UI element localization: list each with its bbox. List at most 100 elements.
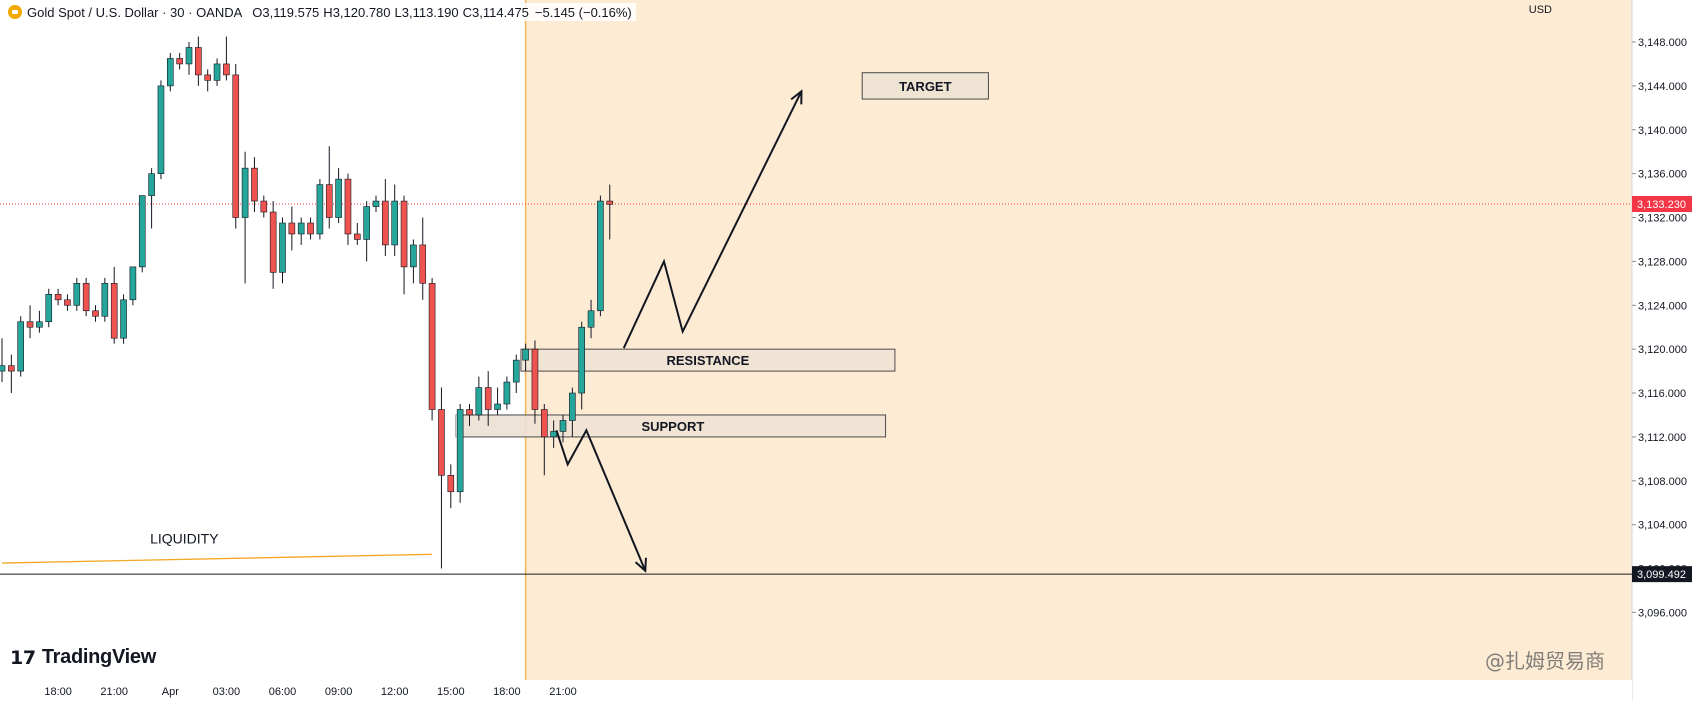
- candle-body: [148, 173, 155, 196]
- candle-body: [353, 233, 361, 240]
- candle-body: [167, 58, 174, 87]
- x-tick-label: 18:00: [44, 686, 72, 698]
- projection-up-arrow: [622, 90, 803, 349]
- y-tick-label: 3,124.000: [1638, 300, 1687, 312]
- candle-body: [129, 266, 137, 301]
- candle-body: [138, 195, 146, 268]
- candle-body: [503, 381, 511, 405]
- candle-body: [606, 200, 614, 205]
- candle-body: [64, 299, 71, 306]
- candle-body: [438, 409, 445, 476]
- open-value: 3,119.575: [262, 4, 320, 20]
- watermark-text: @扎姆贸易商: [1485, 649, 1605, 673]
- horizontal-level-tag: 3,099.492: [1637, 569, 1686, 581]
- candle-body: [92, 310, 99, 317]
- candle-body: [382, 200, 389, 246]
- candle-body: [307, 222, 314, 235]
- candle-body: [597, 200, 604, 312]
- session-highlight: [525, 0, 1632, 680]
- candle-body: [204, 74, 211, 81]
- candle-body: [120, 299, 127, 339]
- candle-body: [36, 321, 43, 328]
- candle-body: [195, 47, 202, 76]
- candle-body: [269, 211, 277, 273]
- candle-body: [494, 403, 501, 410]
- y-tick-label: 3,128.000: [1638, 256, 1687, 268]
- price-axis-bg: [1632, 0, 1692, 700]
- candle-body: [456, 409, 464, 493]
- candle-body: [45, 294, 53, 323]
- candle-body: [8, 365, 15, 372]
- x-tick-label: 12:00: [381, 686, 409, 698]
- y-tick-label: 3,140.000: [1638, 125, 1687, 137]
- candle-body: [73, 283, 81, 306]
- y-tick-label: 3,120.000: [1638, 344, 1687, 356]
- candle-body: [512, 359, 520, 383]
- candle-body: [419, 244, 427, 284]
- change-value: −5.145 (−0.16%): [534, 4, 632, 20]
- y-tick-label: 3,132.000: [1638, 213, 1687, 225]
- candle-body: [241, 167, 249, 218]
- y-tick-label: 3,112.000: [1638, 432, 1686, 444]
- candle-body: [325, 184, 333, 218]
- candle-body: [550, 431, 557, 438]
- y-tick-label: 3,136.000: [1638, 169, 1687, 181]
- y-tick-label: 3,148.000: [1638, 37, 1687, 49]
- candle-body: [279, 222, 286, 273]
- candle-body: [522, 348, 529, 361]
- symbol-header: Gold Spot / U.S. Dollar · 30 · OANDA O 3,…: [8, 3, 636, 21]
- projection-up-arrow-arrowhead: [790, 89, 803, 105]
- low-value: 3,113.190: [401, 4, 459, 20]
- gold-coin-icon: [8, 5, 22, 19]
- tradingview-logo[interactable]: 17 TradingView: [10, 646, 156, 669]
- zone-label: SUPPORT: [641, 419, 704, 434]
- target-label: TARGET: [899, 79, 952, 94]
- candle-body: [101, 283, 109, 317]
- x-tick-label: 09:00: [325, 686, 353, 698]
- candle-body: [0, 365, 6, 372]
- projection-down-arrow-arrowhead: [634, 557, 647, 573]
- current-price-tag-bg: [1632, 196, 1692, 213]
- candle-body: [466, 409, 473, 416]
- x-tick-label: Apr: [162, 686, 179, 698]
- close-label: C: [462, 4, 473, 20]
- liquidity-line: [1, 553, 433, 564]
- current-price-tag: 3,133.230: [1637, 199, 1686, 211]
- x-tick-label: 21:00: [549, 686, 577, 698]
- low-label: L: [394, 4, 402, 20]
- candle-body: [587, 310, 595, 328]
- currency-label[interactable]: USD: [1528, 4, 1552, 16]
- x-tick-label: 15:00: [437, 686, 465, 698]
- candle-body: [400, 200, 408, 268]
- x-tick-label: 06:00: [269, 686, 297, 698]
- candle-body: [531, 348, 539, 410]
- candle-body: [26, 321, 34, 328]
- y-tick-label: 3,108.000: [1638, 476, 1687, 488]
- y-tick-label: 3,116.000: [1638, 388, 1686, 400]
- candle-body: [260, 200, 268, 213]
- zone-resistance: [520, 348, 896, 372]
- candle-body: [578, 326, 586, 394]
- candle-body: [363, 206, 370, 240]
- candle-body: [157, 85, 165, 174]
- candle-body: [428, 283, 436, 410]
- annotation-label: LIQUIDITY: [150, 530, 219, 546]
- candle-body: [335, 178, 342, 218]
- candle-body: [82, 283, 90, 312]
- high-value: 3,120.780: [332, 4, 391, 20]
- target-box: [861, 72, 989, 100]
- candle-body: [559, 420, 567, 432]
- candle-body: [484, 387, 492, 410]
- y-tick-label: 3,144.000: [1638, 81, 1687, 93]
- candle-body: [316, 184, 324, 235]
- brand-text: TradingView: [41, 646, 156, 668]
- candle-body: [344, 178, 352, 235]
- close-value: 3,114.475: [472, 4, 529, 20]
- candle-body: [372, 200, 380, 207]
- symbol-title[interactable]: Gold Spot / U.S. Dollar · 30 · OANDA: [27, 4, 243, 20]
- candle-body: [110, 283, 118, 339]
- candle-body: [540, 409, 548, 438]
- candle-body: [185, 47, 193, 65]
